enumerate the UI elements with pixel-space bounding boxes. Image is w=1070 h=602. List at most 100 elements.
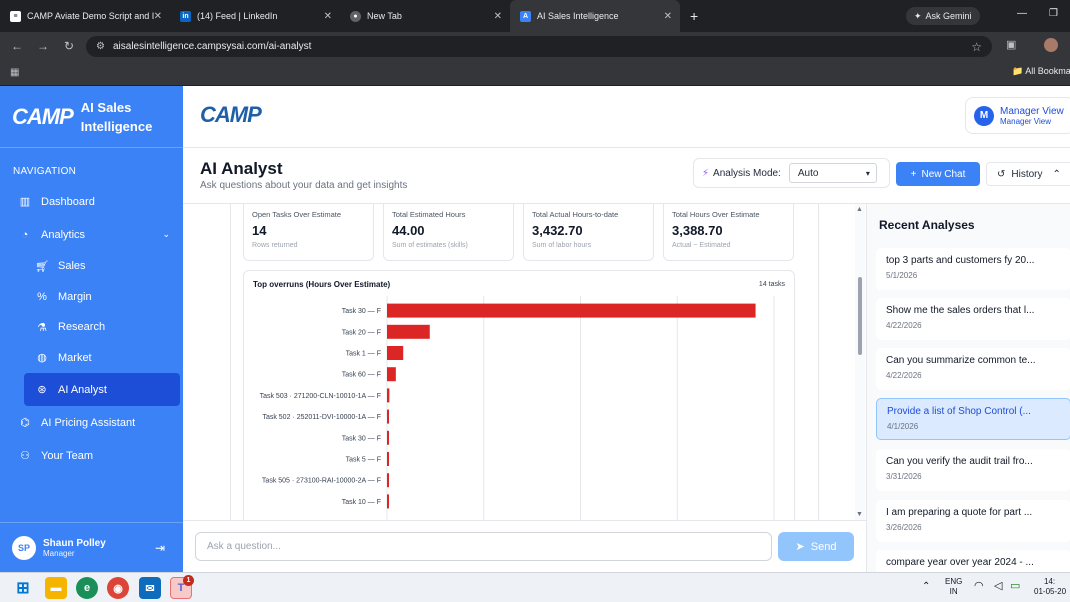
gemini-label: Ask Gemini	[925, 11, 972, 21]
recent-item[interactable]: I am preparing a quote for part ... 3/26…	[876, 500, 1070, 542]
scroll-up-icon[interactable]: ▲	[856, 206, 863, 213]
browser-tab-strip: ≡ CAMP Aviate Demo Script and I ✕ in (14…	[0, 0, 1070, 32]
browser-tab-docs[interactable]: ≡ CAMP Aviate Demo Script and I ✕	[0, 0, 170, 32]
new-tab-button[interactable]: +	[690, 8, 699, 24]
chart-bar[interactable]	[387, 303, 756, 318]
close-tab-icon[interactable]: ✕	[323, 10, 332, 22]
chat-scrollbar[interactable]: ▲ ▼	[855, 204, 865, 520]
back-icon[interactable]: ←	[11, 39, 23, 53]
close-tab-icon[interactable]: ✕	[153, 10, 162, 22]
sidebar-item-margin[interactable]: % Margin	[0, 282, 180, 313]
plus-icon: +	[910, 168, 917, 180]
sidebar-item-research[interactable]: ⚗ Research	[0, 312, 180, 343]
kpi-label: Total Actual Hours-to-date	[532, 210, 619, 219]
restore-icon[interactable]: ❐	[1049, 8, 1058, 19]
recent-item[interactable]: compare year over year 2024 - ...	[876, 550, 1070, 572]
sidebar-item-dashboard[interactable]: ▥ Dashboard	[0, 185, 180, 218]
kpi-open-tasks: Open Tasks Over Estimate 14 Rows returne…	[243, 204, 374, 261]
chat-area: Open Tasks Over Estimate 14 Rows returne…	[183, 204, 866, 520]
browser-tab-newtab[interactable]: ● New Tab ✕	[340, 0, 510, 32]
recent-item[interactable]: top 3 parts and customers fy 20... 5/1/2…	[876, 248, 1070, 290]
sidebar-item-ai-pricing-assistant[interactable]: ⌬ AI Pricing Assistant	[0, 406, 180, 439]
profile-avatar[interactable]	[1044, 38, 1058, 52]
chevron-down-icon: ▾	[865, 168, 870, 178]
sidebar-item-analytics[interactable]: ◔ Analytics ⌄	[0, 218, 180, 251]
kpi-actual-hours: Total Actual Hours-to-date 3,432.70 Sum …	[523, 204, 654, 261]
reload-icon[interactable]: ↻	[63, 39, 75, 53]
language-indicator[interactable]: ENG IN	[945, 577, 962, 597]
page-title: AI Analyst	[200, 159, 283, 178]
chrome-icon[interactable]: ◉	[107, 577, 129, 599]
address-bar[interactable]: ⚙ aisalesintelligence.campsysai.com/ai-a…	[86, 36, 992, 57]
chart-bar[interactable]	[387, 367, 396, 382]
chart-bar[interactable]	[387, 473, 389, 488]
bookmark-star-icon[interactable]: ☆	[971, 39, 982, 54]
chart-bar[interactable]	[387, 409, 389, 424]
chart-bar[interactable]	[387, 346, 404, 360]
sidebar-item-your-team[interactable]: ⚇ Your Team	[0, 439, 180, 472]
ask-gemini-button[interactable]: ✦ Ask Gemini	[906, 7, 980, 25]
recent-item[interactable]: Show me the sales orders that l... 4/22/…	[876, 298, 1070, 340]
app-icon: A	[520, 10, 531, 22]
minimize-icon[interactable]: —	[1017, 8, 1028, 19]
view-title: Manager View	[1000, 105, 1064, 117]
camp-logo: CAMP	[200, 102, 262, 127]
chart-bar[interactable]	[387, 494, 389, 509]
chart-category-label: Task 10 — F	[342, 499, 381, 506]
linkedin-icon: in	[180, 10, 191, 22]
browser-tab-ai-sales[interactable]: A AI Sales Intelligence ✕	[510, 0, 680, 32]
avatar[interactable]: SP	[12, 535, 36, 560]
outlook-icon[interactable]: ✉	[139, 577, 161, 599]
tab-label: New Tab	[367, 11, 402, 21]
cast-icon[interactable]: ▣	[1006, 39, 1017, 51]
browser-tab-linkedin[interactable]: in (14) Feed | LinkedIn ✕	[170, 0, 340, 32]
apps-grid-icon[interactable]: ▦	[10, 67, 20, 78]
chart-category-label: Task 20 — F	[342, 329, 381, 336]
send-label: Send	[810, 540, 837, 553]
wifi-icon[interactable]: ◠	[974, 580, 984, 592]
chart-bar[interactable]	[387, 388, 390, 403]
all-bookmarks[interactable]: 📁 All Bookma	[1012, 66, 1070, 76]
history-button[interactable]: ↺ History ⌃	[986, 162, 1070, 186]
recent-date: 5/1/2026	[886, 271, 918, 280]
sidebar-item-market[interactable]: ◍ Market	[0, 343, 180, 374]
chart-category-label: Task 60 — F	[342, 372, 381, 379]
site-info-icon[interactable]: ⚙	[96, 41, 105, 52]
tray-chevron-icon[interactable]: ⌃	[922, 581, 931, 592]
recent-analyses-panel: Recent Analyses top 3 parts and customer…	[866, 204, 1070, 572]
manager-view-switcher[interactable]: M Manager View Manager View	[965, 97, 1070, 134]
sidebar-item-sales[interactable]: 🛒︎ Sales	[0, 251, 180, 282]
close-tab-icon[interactable]: ✕	[493, 10, 502, 22]
clock[interactable]: 14: 01-05-20	[1034, 577, 1066, 597]
new-chat-button[interactable]: + New Chat	[896, 162, 980, 186]
forward-icon[interactable]: →	[37, 39, 49, 53]
sidebar-item-label: AI Pricing Assistant	[41, 416, 136, 429]
question-input[interactable]: Ask a question...	[195, 532, 772, 561]
chart-bar[interactable]	[387, 452, 389, 466]
scrollbar-thumb[interactable]	[858, 277, 862, 355]
recent-item-selected[interactable]: Provide a list of Shop Control (... 4/1/…	[876, 398, 1070, 440]
chart-category-label: Task 30 — F	[342, 308, 381, 315]
chart-bar[interactable]	[387, 430, 389, 445]
chart-bar[interactable]	[387, 324, 430, 339]
battery-icon[interactable]: ▭	[1010, 580, 1021, 592]
recent-item[interactable]: Can you verify the audit trail fro... 3/…	[876, 449, 1070, 491]
logout-icon[interactable]: ⇥	[154, 540, 165, 555]
volume-icon[interactable]: ◁	[994, 580, 1003, 592]
chart-category-label: Task 30 — F	[342, 435, 381, 442]
camp-logo: CAMP	[12, 103, 74, 129]
recent-item[interactable]: Can you summarize common te... 4/22/2026	[876, 348, 1070, 390]
edge-icon[interactable]: e	[76, 577, 98, 599]
scroll-down-icon[interactable]: ▼	[856, 511, 863, 518]
analysis-mode-select[interactable]: Auto ▾	[788, 163, 877, 183]
overrun-bar-chart: Task 30 — F Task 20 — F Task 1 — F Task 60 …	[260, 296, 775, 520]
composer: Ask a question... ➤ Send	[183, 520, 866, 572]
sidebar-item-ai-analyst[interactable]: ⊛ AI Analyst	[24, 373, 180, 406]
send-button[interactable]: ➤ Send	[778, 532, 854, 561]
file-explorer-icon[interactable]: ▬	[45, 577, 67, 599]
google-docs-icon: ≡	[10, 10, 21, 22]
windows-start-icon[interactable]: ⊞	[16, 580, 30, 597]
close-tab-icon[interactable]: ✕	[663, 10, 672, 22]
recent-question: top 3 parts and customers fy 20...	[886, 255, 1035, 266]
